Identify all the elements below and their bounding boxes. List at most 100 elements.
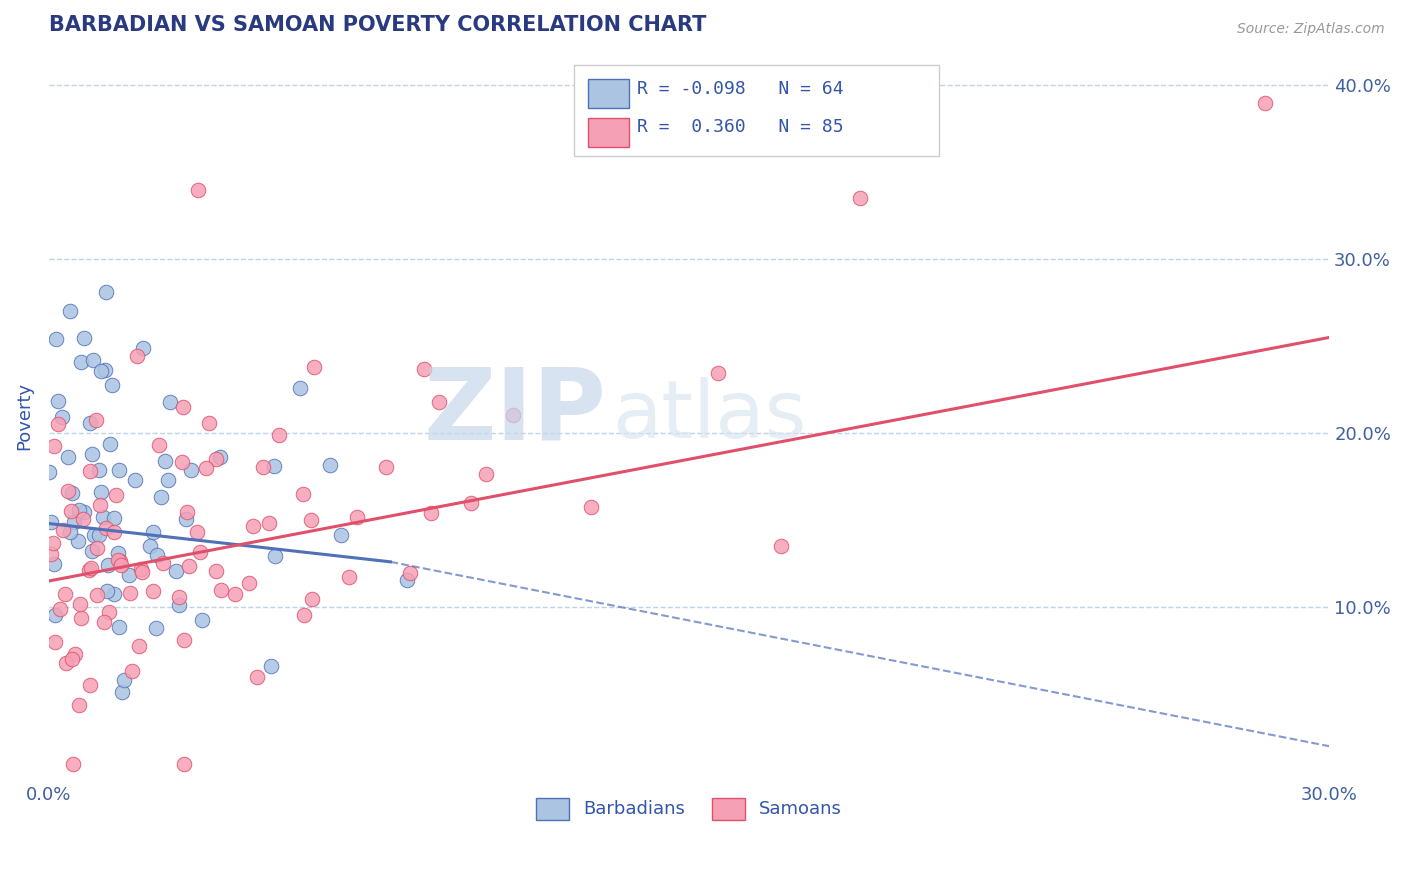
Point	[48, 417, 70, 431]
Point	[159, 394, 181, 409]
Point	[79, 416, 101, 430]
Point	[73, 506, 96, 520]
Point	[290, 381, 312, 395]
Point	[412, 361, 434, 376]
Text: Source: ZipAtlas.com: Source: ZipAtlas.com	[1237, 22, 1385, 37]
Point	[238, 575, 260, 590]
Point	[59, 304, 82, 318]
Point	[169, 598, 191, 612]
Point	[89, 527, 111, 541]
Point	[69, 597, 91, 611]
Point	[263, 458, 285, 473]
Point	[474, 467, 496, 482]
Point	[108, 554, 131, 568]
Point	[63, 647, 86, 661]
Point	[121, 664, 143, 678]
Point	[56, 484, 79, 499]
Point	[107, 620, 129, 634]
Point	[346, 510, 368, 524]
Point	[44, 607, 66, 622]
Point	[70, 610, 93, 624]
Text: R = -0.098   N = 64: R = -0.098 N = 64	[637, 80, 844, 98]
Point	[86, 588, 108, 602]
Point	[89, 498, 111, 512]
Point	[46, 394, 69, 409]
Point	[94, 363, 117, 377]
Point	[51, 409, 73, 424]
Point	[176, 512, 198, 526]
Point	[153, 454, 176, 468]
Point	[44, 635, 66, 649]
Point	[72, 512, 94, 526]
Point	[204, 451, 226, 466]
Point	[319, 458, 342, 472]
Point	[93, 615, 115, 629]
Point	[101, 377, 124, 392]
Point	[107, 553, 129, 567]
Point	[83, 528, 105, 542]
Point	[97, 558, 120, 572]
Point	[330, 527, 353, 541]
Point	[172, 401, 194, 415]
Point	[188, 545, 211, 559]
Point	[291, 487, 314, 501]
Legend: Barbadians, Samoans: Barbadians, Samoans	[529, 790, 849, 827]
Point	[375, 460, 398, 475]
Point	[67, 534, 90, 549]
Point	[148, 438, 170, 452]
Point	[98, 437, 121, 451]
Point	[128, 639, 150, 653]
Point	[55, 656, 77, 670]
Text: ZIP: ZIP	[423, 364, 606, 460]
Point	[107, 463, 129, 477]
Point	[769, 539, 792, 553]
Point	[56, 450, 79, 464]
Point	[398, 566, 420, 580]
Point	[80, 447, 103, 461]
Point	[427, 394, 450, 409]
Point	[138, 539, 160, 553]
Point	[62, 756, 84, 771]
Point	[89, 364, 111, 378]
Point	[191, 613, 214, 627]
Point	[132, 341, 155, 355]
Point	[173, 756, 195, 771]
Point	[94, 285, 117, 299]
Point	[292, 607, 315, 622]
Y-axis label: Poverty: Poverty	[15, 382, 32, 450]
Point	[42, 439, 65, 453]
Point	[172, 455, 194, 469]
Point	[62, 652, 84, 666]
Point	[706, 366, 728, 380]
Point	[224, 587, 246, 601]
Point	[173, 633, 195, 648]
Point	[80, 561, 103, 575]
Point	[77, 563, 100, 577]
Point	[91, 509, 114, 524]
Point	[103, 511, 125, 525]
Point	[263, 549, 285, 563]
Point	[67, 503, 90, 517]
Point	[72, 331, 94, 345]
Point	[339, 570, 361, 584]
Point	[94, 520, 117, 534]
Point	[84, 413, 107, 427]
Point	[59, 525, 82, 540]
Point	[107, 546, 129, 560]
Point	[125, 349, 148, 363]
Point	[41, 515, 63, 529]
FancyBboxPatch shape	[588, 118, 628, 147]
Point	[460, 496, 482, 510]
Point	[299, 513, 322, 527]
Point	[197, 417, 219, 431]
Point	[246, 670, 269, 684]
Point	[259, 516, 281, 530]
Point	[42, 557, 65, 571]
Point	[86, 541, 108, 556]
Point	[118, 568, 141, 582]
Text: BARBADIAN VS SAMOAN POVERTY CORRELATION CHART: BARBADIAN VS SAMOAN POVERTY CORRELATION …	[49, 15, 706, 35]
Point	[157, 473, 180, 487]
Point	[152, 556, 174, 570]
Point	[38, 465, 60, 479]
Point	[149, 490, 172, 504]
